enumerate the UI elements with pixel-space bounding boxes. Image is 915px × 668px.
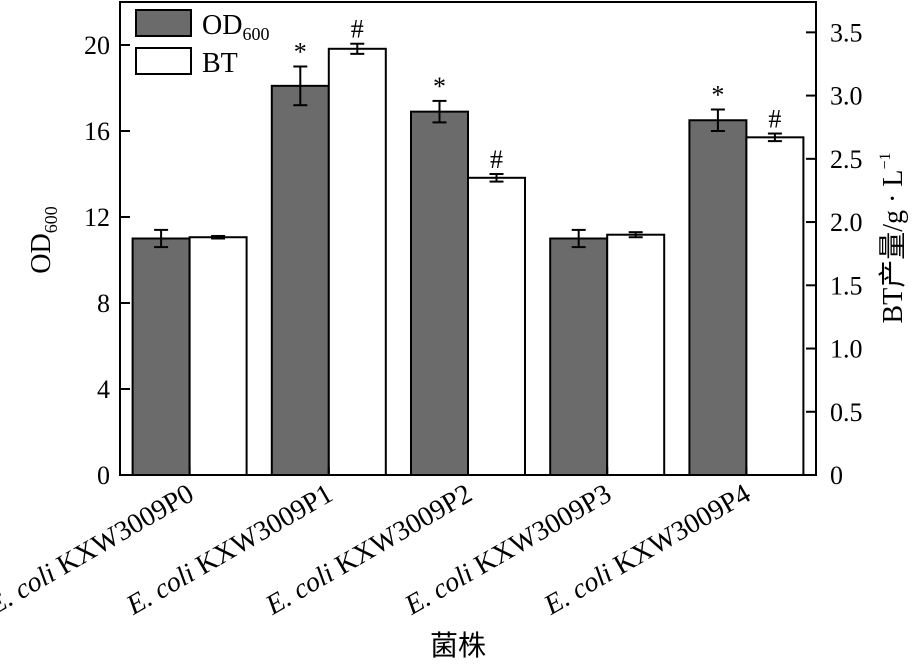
y-tick-label-left: 20 (84, 31, 110, 60)
y-axis-title-left-main: OD (26, 233, 57, 273)
significance-marker: * (294, 38, 307, 67)
bar-od600-4 (688, 119, 748, 476)
bar-od600-1 (270, 84, 330, 476)
significance-marker: * (711, 81, 724, 110)
axes-layer (119, 1, 817, 476)
x-tick-label-species: E. coli (121, 558, 201, 622)
bar-bt-1 (327, 47, 387, 476)
x-tick-label-species: E. coli (538, 558, 618, 622)
legend-label-od600: OD600 (202, 10, 269, 44)
y-tick-label-right: 1.5 (830, 271, 863, 300)
x-tick-label-species: E. coli (399, 558, 479, 622)
legend-swatch-bt (135, 47, 192, 75)
y-tick-label-right: 2.0 (830, 208, 863, 237)
y-tick-label-right: 0.5 (830, 398, 863, 427)
y-axis-title-left: OD600 (26, 206, 61, 273)
y-tick-label-left: 4 (97, 375, 110, 404)
bar-bt-2 (467, 176, 526, 476)
y-axis-title-right-sup: −1 (877, 152, 894, 169)
y-axis-title-right: BT产量/g · L−1 (877, 152, 909, 323)
significance-marker: # (768, 105, 781, 134)
y-tick-label-right: 3.0 (830, 82, 863, 111)
y-tick-label-left: 0 (97, 461, 110, 490)
y-tick-label-left: 16 (84, 117, 110, 146)
y-tick-label-right: 0 (830, 461, 843, 490)
x-tick-label-strain: KXW3009P4 (608, 478, 756, 581)
x-axis-title: 菌株 (430, 630, 486, 662)
y-tick-label-left: 12 (84, 203, 110, 232)
x-tick-label-species: E. coli (0, 558, 61, 622)
y-tick-label-right: 1.0 (830, 335, 863, 364)
y-axis-title-left-sub: 600 (41, 206, 61, 233)
y-axis-title-right-main: BT产量/g · L (877, 170, 909, 324)
y-tick-label-left: 8 (97, 289, 110, 318)
bar-bt-3 (606, 233, 666, 476)
legend-label-main: BT (202, 48, 238, 79)
legend-label-main: OD (202, 10, 242, 41)
legend-swatch-od600 (135, 9, 192, 37)
bars-layer (131, 42, 805, 477)
significance-marker: * (433, 72, 446, 101)
bar-od600-3 (549, 237, 609, 476)
bar-bt-0 (188, 236, 248, 476)
significance-marker: # (351, 15, 364, 44)
legend-label-sub: 600 (242, 24, 269, 44)
x-tick-label-species: E. coli (260, 558, 340, 622)
y-tick-label-right: 2.5 (830, 145, 863, 174)
significance-marker: # (490, 145, 503, 174)
y-tick-label-right: 3.5 (830, 18, 863, 47)
bar-bt-4 (745, 136, 805, 477)
bar-od600-0 (131, 237, 191, 476)
bar-od600-2 (410, 110, 469, 477)
legend-label-bt: BT (202, 48, 238, 79)
